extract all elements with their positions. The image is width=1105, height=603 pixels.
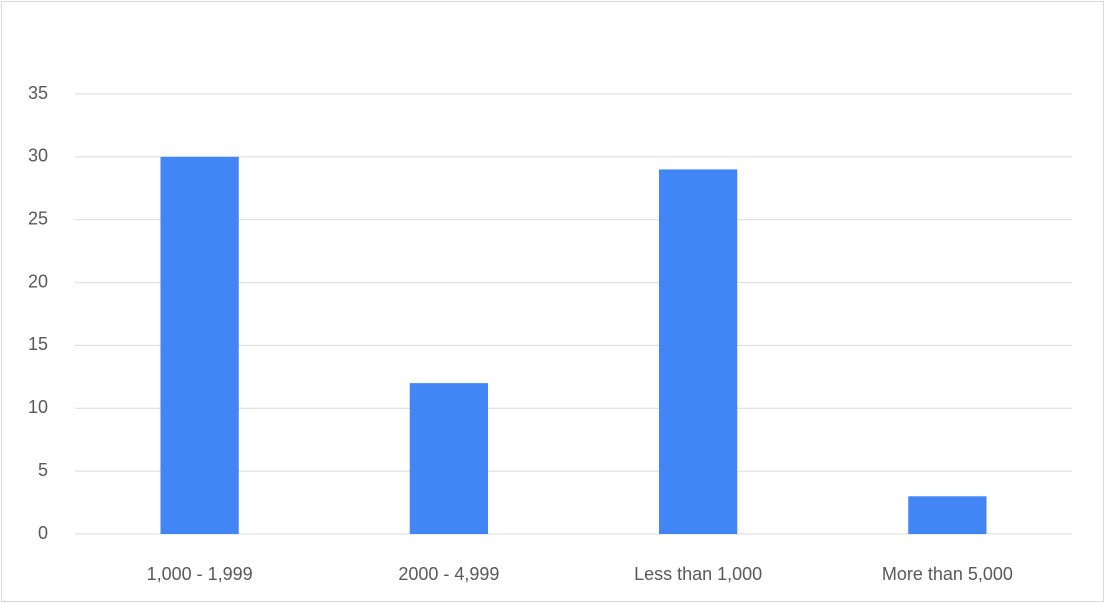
y-tick-label: 20 bbox=[28, 271, 48, 291]
y-tick-label: 10 bbox=[28, 397, 48, 417]
bar bbox=[409, 383, 489, 534]
y-tick-label: 0 bbox=[38, 523, 48, 543]
bar bbox=[908, 496, 987, 534]
y-tick-label: 25 bbox=[28, 208, 48, 228]
y-tick-label: 30 bbox=[28, 146, 48, 166]
bar bbox=[658, 169, 738, 534]
y-tick-label: 35 bbox=[28, 83, 48, 103]
bar bbox=[160, 156, 239, 534]
x-tick-label: More than 5,000 bbox=[882, 564, 1013, 584]
x-tick-label: Less than 1,000 bbox=[634, 564, 762, 584]
x-tick-label: 1,000 - 1,999 bbox=[147, 564, 253, 584]
y-tick-label: 5 bbox=[38, 460, 48, 480]
y-tick-label: 15 bbox=[28, 334, 48, 354]
x-tick-label: 2000 - 4,999 bbox=[398, 564, 499, 584]
